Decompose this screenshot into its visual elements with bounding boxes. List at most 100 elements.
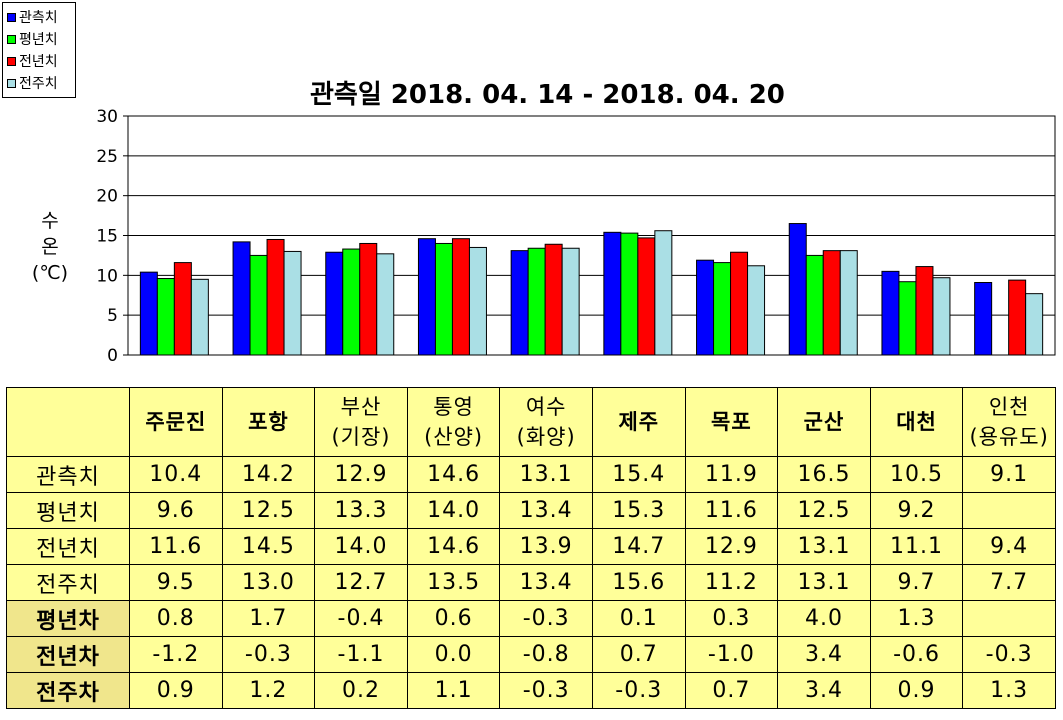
table-row: 전주차 0.9 1.2 0.2 1.1 -0.3 -0.3 0.7 3.4 0.9 1.3 [6,672,1056,709]
row-header: 평년차 [6,600,130,637]
table-cell: 12.9 [684,528,779,565]
bar [839,250,858,356]
table-cell: -1.1 [314,636,408,673]
table-cell: 0.0 [406,636,501,673]
bar [561,247,580,356]
table-cell: 15.3 [591,492,686,529]
bar [173,262,192,356]
bar-chart: 0 5 10 15 20 25 30 [96,107,1056,366]
table-cell: -0.3 [499,672,593,709]
table-cell: 0.1 [591,600,686,637]
table-cell: 0.8 [129,600,223,637]
table-cell: -1.2 [129,636,223,673]
bar [468,246,487,356]
table-cell: 14.5 [221,528,316,565]
bar [747,265,766,356]
table-cell: 13.5 [406,564,501,601]
legend-item: 전년치 [7,51,58,71]
bar [696,259,715,356]
table-cell: 13.1 [499,456,593,493]
table-cell: 10.4 [129,456,223,493]
table-row: 전년치 11.6 14.5 14.0 14.6 13.9 14.7 12.9 13.1 11.1 9… [6,528,1056,565]
bar [898,281,917,356]
legend-swatch [7,34,16,44]
bar [359,242,378,356]
y-axis-label-line: 온 [41,236,59,258]
chart-title: 관측일 2018. 04. 14 - 2018. 04. 20 [310,80,785,110]
row-header: 전년차 [6,636,130,673]
table-cell: 9.7 [869,564,964,601]
y-axis-label-line: 수 [41,210,59,232]
legend-label: 평년치 [19,32,58,48]
bar [417,238,436,356]
table-cell: -0.3 [591,672,686,709]
table-cell [962,600,1056,637]
station-header: 통영 (산양) [406,387,501,457]
station-header: 부산 (기장) [314,387,408,457]
bar [974,282,993,356]
table-row: 평년치 9.6 12.5 13.3 14.0 13.4 15.3 11.6 12.5 9.2 [6,492,1056,529]
bar [376,253,395,356]
bar [637,237,656,356]
row-header: 평년치 [6,492,130,529]
bar [1025,293,1044,356]
bar [451,238,470,356]
station-header: 목포 [684,387,779,457]
bar [249,254,268,356]
table-cell: 13.4 [499,564,593,601]
table-cell: -0.8 [499,636,593,673]
table-cell: 10.5 [869,456,964,493]
bar [730,251,749,356]
table-cell: 9.5 [129,564,223,601]
legend-label: 관측치 [19,10,58,26]
table-cell: 11.6 [684,492,779,529]
table-cell: 15.4 [591,456,686,493]
table-row: 전주치 9.5 13.0 12.7 13.5 13.4 15.6 11.2 13.1 9.7 7.7 [6,564,1056,601]
bar [342,248,361,356]
table-cell: 14.0 [314,528,408,565]
bar [510,250,529,356]
table-cell: 14.6 [406,528,501,565]
bar [654,230,673,356]
legend-swatch [7,12,16,22]
station-header: 제주 [591,387,686,457]
table-corner-cell [6,387,130,457]
table-cell: 14.0 [406,492,501,529]
data-table: 주문진 포항 부산 (기장) 통영 (산양) 여수 (화양) 제주 목포 군산 대천 인천 (용유도) 관측… [6,387,1056,709]
table-header-row: 주문진 포항 부산 (기장) 통영 (산양) 여수 (화양) 제주 목포 군산 대천 인천 (용유도) [6,387,1056,457]
table-cell: 12.5 [221,492,316,529]
legend-item: 관측치 [7,7,58,27]
y-tick-label: 30 [96,107,118,127]
table-cell: 13.1 [777,564,871,601]
bar [544,243,563,356]
bar [620,232,639,356]
table-cell: 1.7 [221,600,316,637]
bar [266,238,285,356]
table-cell: -0.3 [499,600,593,637]
bar [190,278,209,356]
bar [434,242,453,356]
table-cell: 16.5 [777,456,871,493]
table-cell: 0.7 [684,672,779,709]
bar [283,250,302,356]
y-axis-label: 수 온 (℃) [30,208,70,286]
legend-label: 전주치 [19,76,58,92]
table-cell: 12.5 [777,492,871,529]
table-cell: 13.4 [499,492,593,529]
table-cell: 0.9 [129,672,223,709]
station-header: 군산 [777,387,871,457]
bar [822,250,841,356]
row-header: 전년치 [6,528,130,565]
y-tick-label: 15 [96,227,118,247]
y-axis-label-line: (℃) [31,262,69,284]
station-header: 주문진 [129,387,223,457]
bar [325,251,344,356]
row-header: 전주차 [6,672,130,709]
table-cell: 11.9 [684,456,779,493]
row-header: 전주치 [6,564,130,601]
bar [915,266,934,356]
station-header: 여수 (화양) [499,387,593,457]
table-cell: 13.0 [221,564,316,601]
bar [527,247,546,356]
table-cell: 12.7 [314,564,408,601]
